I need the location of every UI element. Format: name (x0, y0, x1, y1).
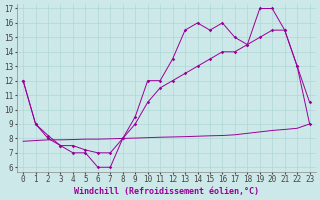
X-axis label: Windchill (Refroidissement éolien,°C): Windchill (Refroidissement éolien,°C) (74, 187, 259, 196)
